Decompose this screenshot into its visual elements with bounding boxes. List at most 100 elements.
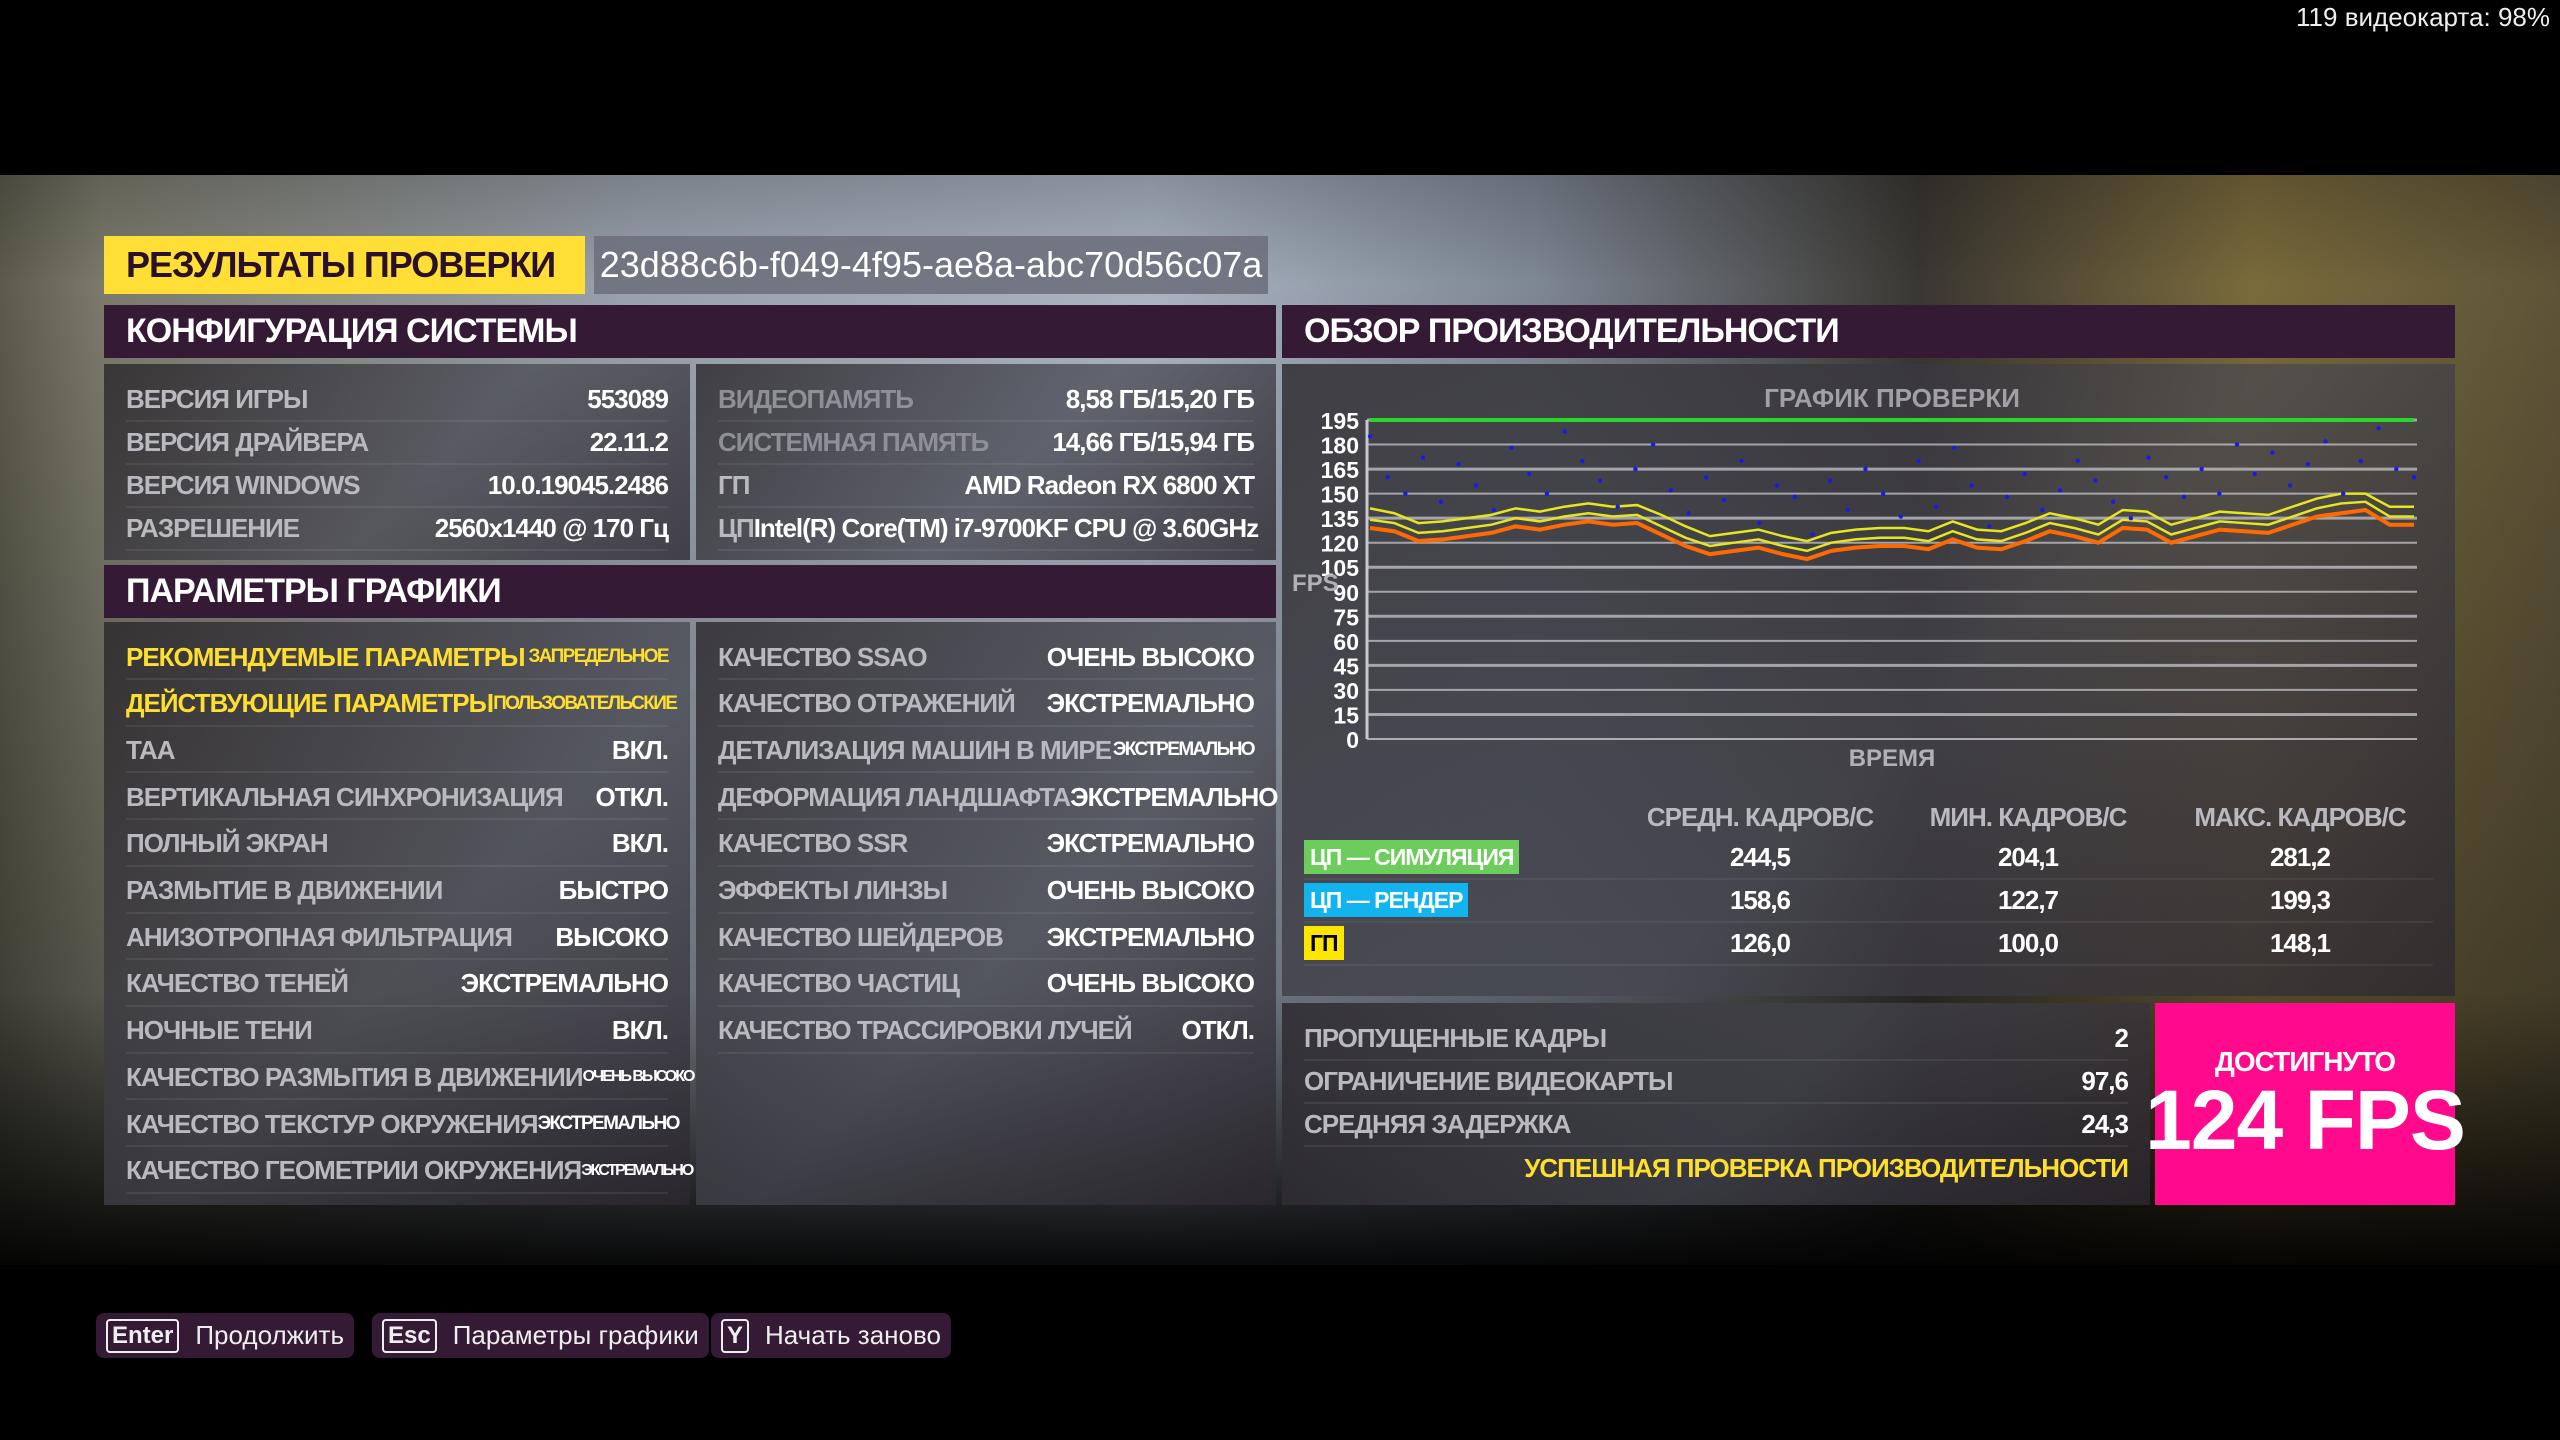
series-line-3 <box>1369 507 2414 562</box>
key-hint: Y <box>721 1318 750 1353</box>
results-title: РЕЗУЛЬТАТЫ ПРОВЕРКИ <box>104 236 585 294</box>
setting-value: 2 <box>2114 1022 2130 1053</box>
footer-button-label: Параметры графики <box>452 1320 699 1350</box>
y-tick-label: 120 <box>1321 531 1359 557</box>
cpu-render-point <box>2341 491 2346 496</box>
cpu-render-point <box>1774 483 1780 488</box>
cpu-render-point <box>1951 445 1957 451</box>
y-tick-label: 15 <box>1333 702 1359 728</box>
y-axis-label: FPS <box>1292 570 1339 597</box>
setting-row: ВЕРСИЯ ДРАЙВЕРА 22.11.2 <box>126 421 669 465</box>
footer-button-label: Начать заново <box>765 1320 941 1350</box>
performance-header: ОБЗОР ПРОИЗВОДИТЕЛЬНОСТИ <box>1282 305 2455 358</box>
table-cell-avg: 126,0 <box>1729 928 1791 958</box>
setting-value: ОТКЛ. <box>1181 1015 1255 1046</box>
setting-value: 2560x1440 @ 170 Гц <box>434 512 669 543</box>
cpu-render-point <box>1827 478 1833 483</box>
setting-label: TAA <box>126 734 176 765</box>
cpu-render-point <box>2075 458 2080 464</box>
graphics-params-header: ПАРАМЕТРЫ ГРАФИКИ <box>104 565 1276 618</box>
footer-button-enter[interactable]: Enter Продолжить <box>96 1313 354 1358</box>
cpu-render-point <box>1757 520 1762 526</box>
table-cell-min: 100,0 <box>1997 928 2059 958</box>
cpu-render-point <box>1987 524 1992 529</box>
setting-row: ДЕФОРМАЦИЯ ЛАНДШАФТА ЭКСТРЕМАЛЬНО <box>718 776 1279 821</box>
setting-value: Intel(R) Core(TM) i7-9700KF CPU @ 3.60GH… <box>753 512 1259 543</box>
key-hint: Enter <box>106 1318 180 1353</box>
table-cell-max: 281,2 <box>2269 842 2331 872</box>
footer-button-y[interactable]: Y Начать заново <box>711 1313 951 1358</box>
setting-value: ОЧЕНЬ ВЫСОКО <box>582 1068 696 1086</box>
setting-value: 97,6 <box>2081 1065 2129 1096</box>
y-tick-label: 195 <box>1321 408 1360 434</box>
setting-row: ВИДЕОПАМЯТЬ 8,58 ГБ/15,20 ГБ <box>718 378 1255 422</box>
cpu-render-point <box>1810 532 1815 537</box>
cpu-render-point <box>2252 471 2257 477</box>
series-badge: ГП <box>1304 926 1344 960</box>
benchmark-chart: ГРАФИК ПРОВЕРКИ 0153045607590105120135150… <box>1292 383 2417 772</box>
cpu-render-point <box>1367 434 1373 439</box>
setting-value: ЭКСТРЕМАЛЬНО <box>581 1161 694 1179</box>
graphics-params-left: РЕКОМЕНДУЕМЫЕ ПАРАМЕТРЫ ЗАПРЕДЕЛЬНОЕ ДЕЙСТ… <box>104 622 695 1205</box>
setting-label: ВЕРСИЯ WINDOWS <box>126 469 361 500</box>
stats-panel: ПРОПУЩЕННЫЕ КАДРЫ 2 ОГРАНИЧЕНИЕ ВИДЕОКАРТЫ… <box>1282 1003 2150 1205</box>
cpu-render-point <box>1686 511 1691 516</box>
setting-value: AMD Radeon RX 6800 XT <box>964 469 1255 500</box>
y-tick-label: 45 <box>1333 653 1359 679</box>
achieved-fps-box: ДОСТИГНУТО 124 FPS <box>2145 1003 2466 1205</box>
cpu-render-point <box>1880 491 1886 496</box>
row-divider <box>1304 878 2433 880</box>
setting-value: ОЧЕНЬ ВЫСОКО <box>1046 875 1255 905</box>
series-badge: ЦП — СИМУЛЯЦИЯ <box>1304 840 1520 874</box>
performance-panel: ГРАФИК ПРОВЕРКИ 0 15 30 45 60 75 90 105 120 135 150… <box>1282 364 2455 996</box>
setting-label: КАЧЕСТВО SSAO <box>718 641 928 672</box>
cpu-render-point <box>1916 458 1921 464</box>
benchmark-id: 23d88c6b-f049-4f95-ae8a-abc70d56c07a <box>594 236 1268 294</box>
cpu-render-point <box>1580 458 1585 464</box>
cpu-render-point <box>1456 461 1461 467</box>
success-message: УСПЕШНАЯ ПРОВЕРКА ПРОИЗВОДИТЕЛЬНОСТИ <box>1524 1153 2129 1183</box>
y-tick-label: 105 <box>1321 555 1360 581</box>
cpu-render-point <box>1385 475 1390 480</box>
system-config-header: КОНФИГУРАЦИЯ СИСТЕМЫ <box>104 305 1276 358</box>
achieved-label: ДОСТИГНУТО <box>2214 1046 2396 1077</box>
cpu-render-point <box>2305 461 2311 467</box>
setting-value: ЗАПРЕДЕЛЬНОЕ <box>528 646 669 667</box>
system-config-left: ВЕРСИЯ ИГРЫ 553089 ВЕРСИЯ ДРАЙВЕРА 22.11.2 В… <box>104 364 690 560</box>
setting-value: 24,3 <box>2081 1108 2129 1139</box>
setting-label: ГП <box>718 469 750 500</box>
x-axis-label: ВРЕМЯ <box>1849 745 1936 772</box>
cpu-render-point <box>1438 499 1443 504</box>
setting-value: БЫСТРО <box>558 875 669 905</box>
cpu-render-point <box>1420 455 1426 460</box>
setting-label: КАЧЕСТВО ШЕЙДЕРОВ <box>718 921 1004 952</box>
setting-value: ОЧЕНЬ ВЫСОКО <box>1046 968 1255 999</box>
setting-value: 10.0.19045.2486 <box>487 469 669 500</box>
y-tick-label: 90 <box>1333 580 1359 606</box>
cpu-render-point <box>2217 491 2222 496</box>
setting-row: КАЧЕСТВО ШЕЙДЕРОВ ЭКСТРЕМАЛЬНО <box>718 916 1255 961</box>
y-tick-label: 150 <box>1321 482 1359 508</box>
performance-overlay: 119 видеокарта: 98% <box>2296 2 2550 32</box>
setting-value: 22.11.2 <box>589 426 669 457</box>
setting-label: ЭФФЕКТЫ ЛИНЗЫ <box>718 875 948 905</box>
setting-label: ПРОПУЩЕННЫЕ КАДРЫ <box>1304 1022 1607 1053</box>
setting-label: СРЕДНЯЯ ЗАДЕРЖКА <box>1304 1108 1571 1139</box>
table-cell-min: 122,7 <box>1997 885 2059 915</box>
setting-value: ЭКСТРЕМАЛЬНО <box>1046 828 1255 859</box>
setting-row: РАЗМЫТИЕ В ДВИЖЕНИИ БЫСТРО <box>126 870 669 914</box>
setting-label: ДЕЙСТВУЮЩИЕ ПАРАМЕТРЫ <box>126 688 494 719</box>
cpu-render-point <box>1721 497 1727 503</box>
setting-label: СИСТЕМНАЯ ПАМЯТЬ <box>718 426 989 457</box>
cpu-render-point <box>1668 488 1674 493</box>
setting-row: КАЧЕСТВО ЧАСТИЦ ОЧЕНЬ ВЫСОКО <box>718 963 1255 1007</box>
setting-label: ДЕФОРМАЦИЯ ЛАНДШАФТА <box>718 781 1071 812</box>
achieved-fps: 124 FPS <box>2145 1073 2466 1167</box>
table-cell-min: 204,1 <box>1997 842 2059 872</box>
cpu-render-point <box>2358 458 2364 464</box>
series-badge: ЦП — РЕНДЕР <box>1304 883 1469 917</box>
setting-value: ЭКСТРЕМАЛЬНО <box>1070 781 1278 812</box>
cpu-render-point <box>2164 475 2169 480</box>
footer-button-esc[interactable]: Esc Параметры графики <box>372 1313 709 1358</box>
cpu-render-point <box>1633 466 1638 472</box>
